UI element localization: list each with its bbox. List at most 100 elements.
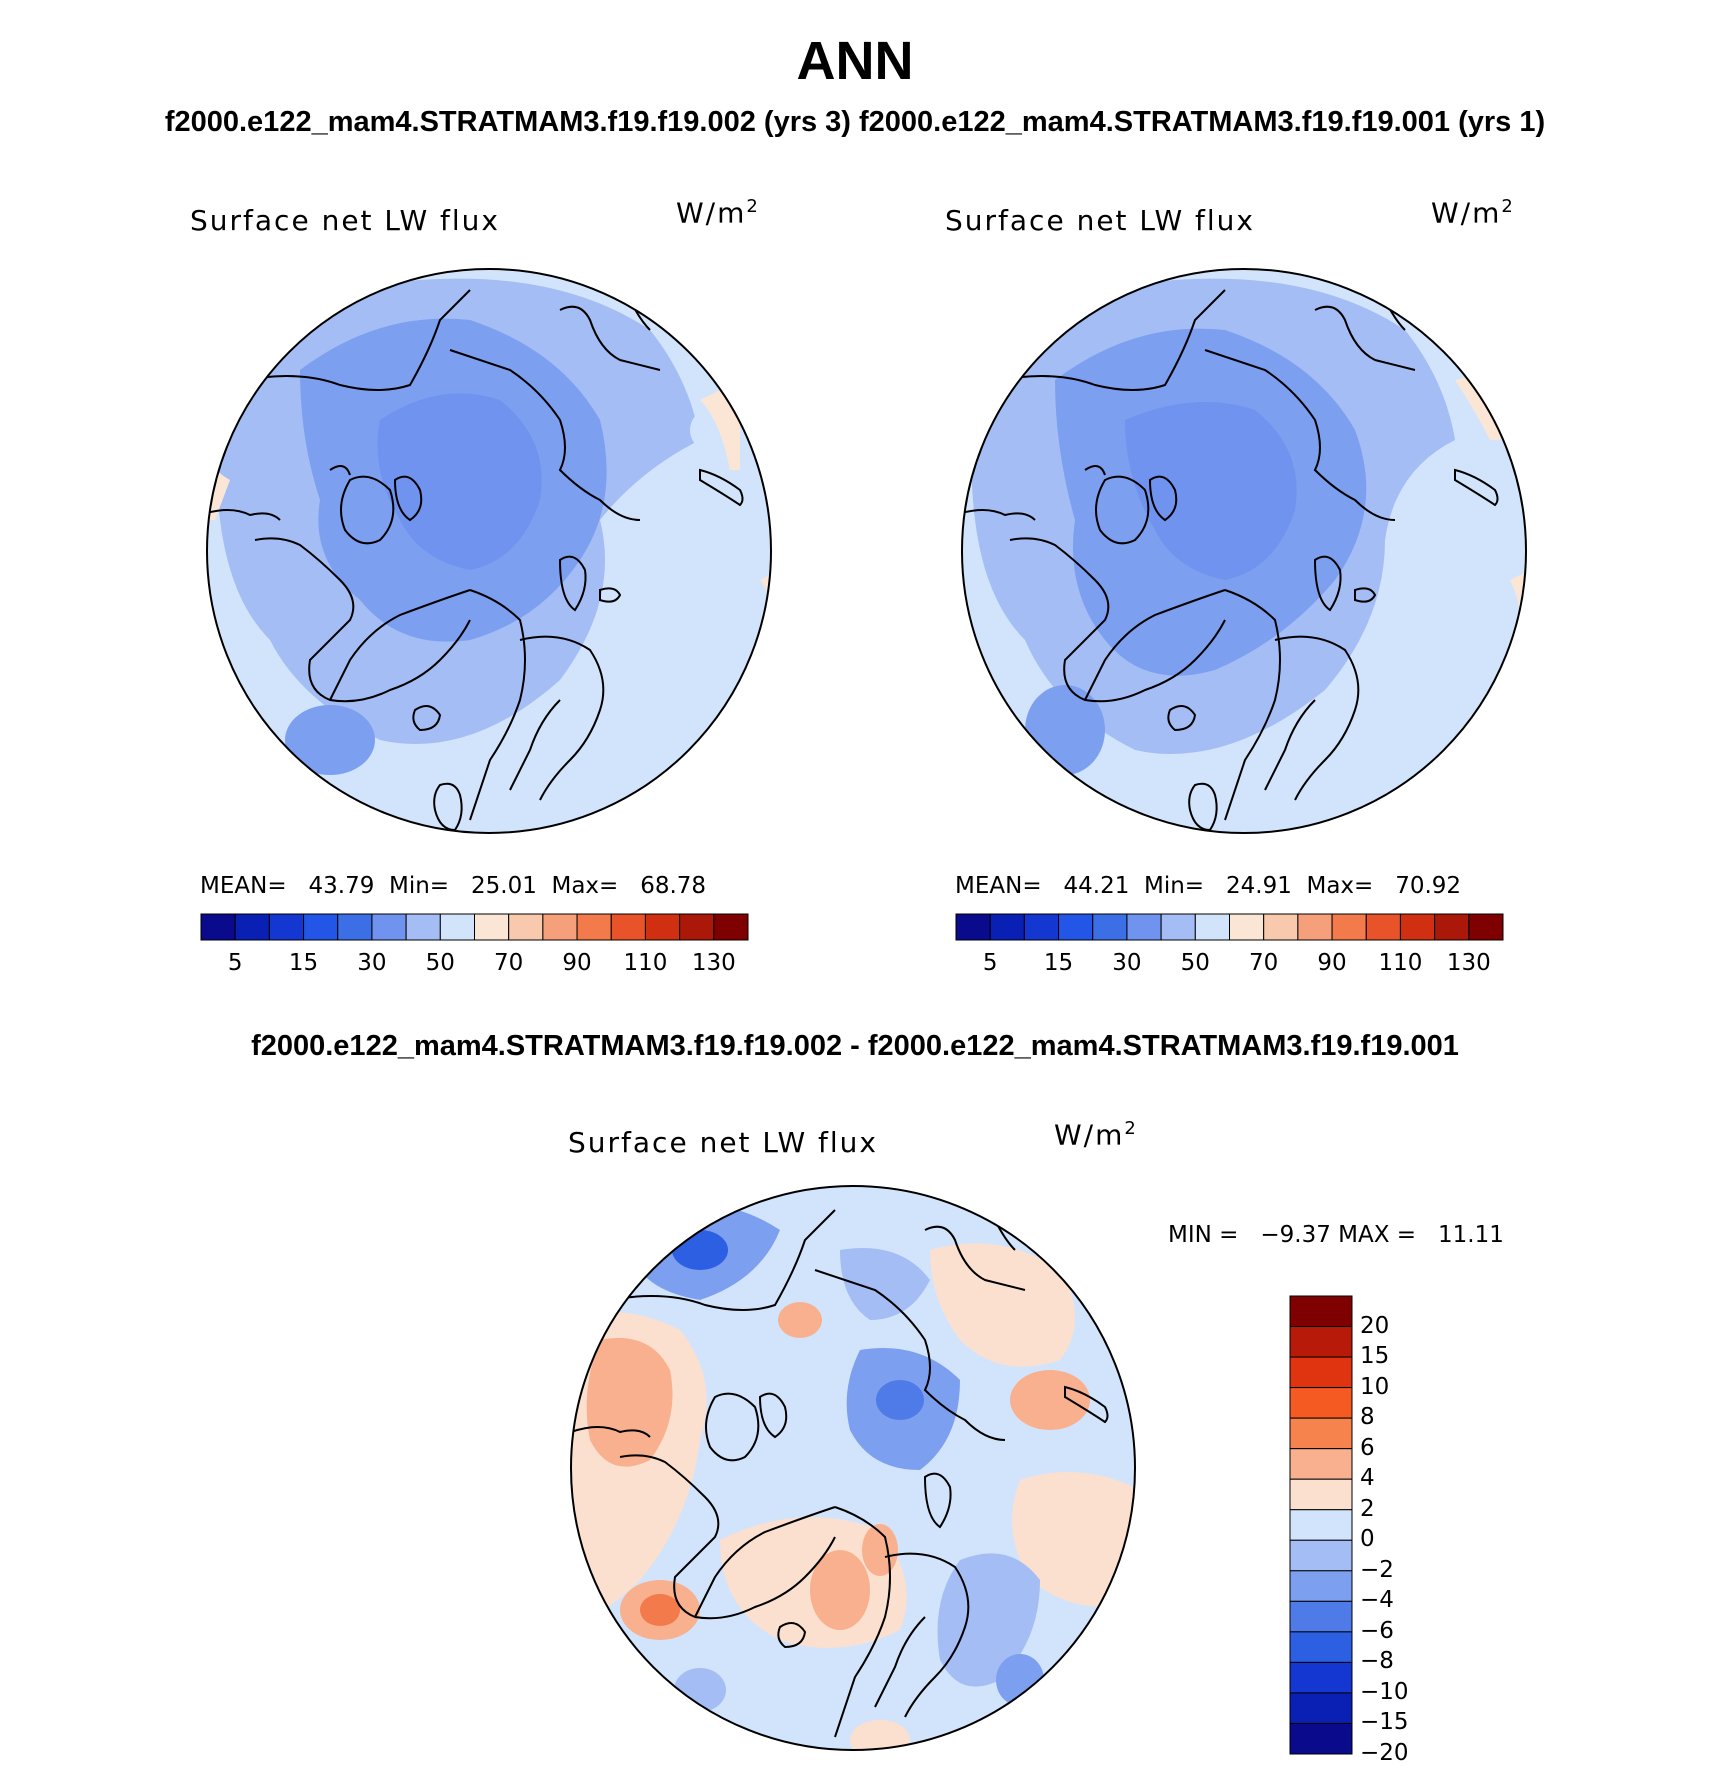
colorbar-tick-label: 130 [1446, 950, 1491, 976]
colorbar-tick-label: 4 [1360, 1465, 1375, 1492]
right-colorbar [955, 913, 1504, 941]
colorbar-swatch [713, 913, 749, 941]
colorbar-swatch [1365, 913, 1401, 941]
colorbar-swatch [1289, 1356, 1353, 1389]
colorbar-swatch [1399, 913, 1436, 941]
colorbar-swatch [1289, 1570, 1353, 1602]
colorbar-tick-label: −4 [1360, 1587, 1394, 1614]
colorbar-swatch [234, 913, 270, 941]
colorbar-swatch [1289, 1509, 1353, 1541]
colorbar-tick-label: 70 [1249, 950, 1279, 976]
right-core-field [1125, 402, 1297, 580]
colorbar-swatch [1297, 913, 1333, 941]
right-coastlines [962, 289, 1499, 832]
colorbar-swatch [337, 913, 373, 941]
colorbar-swatch [1289, 1631, 1353, 1663]
colorbar-swatch [1289, 1326, 1353, 1358]
colorbar-swatch [1160, 913, 1196, 941]
colorbar-swatch [1289, 1692, 1353, 1724]
colorbar-tick-label: 110 [623, 950, 668, 976]
colorbar-swatch [1289, 1722, 1353, 1755]
colorbar-swatch [955, 913, 991, 941]
diff-stats: MIN = −9.37 MAX = 11.11 [1168, 1222, 1504, 1248]
subtitle: f2000.e122_mam4.STRATMAM3.f19.f19.002 (y… [164, 106, 1546, 138]
colorbar-swatch [1289, 1417, 1353, 1450]
colorbar-swatch [576, 913, 612, 941]
colorbar-swatch [371, 913, 407, 941]
colorbar-swatch [1126, 913, 1162, 941]
colorbar-tick-label: 2 [1360, 1495, 1375, 1522]
colorbar-tick-label: −8 [1360, 1648, 1394, 1675]
colorbar-swatch [1434, 913, 1470, 941]
left-coastlines [207, 289, 744, 832]
colorbar-swatch [1023, 913, 1060, 941]
colorbar-tick-label: 0 [1360, 1526, 1375, 1553]
colorbar-swatch [1289, 1295, 1353, 1328]
colorbar-swatch [1194, 913, 1230, 941]
colorbar-swatch [1289, 1600, 1353, 1633]
colorbar-tick-label: 10 [1360, 1373, 1390, 1400]
colorbar-swatch [1289, 1539, 1353, 1572]
colorbar-swatch [644, 913, 681, 941]
colorbar-tick-label: 30 [357, 950, 387, 976]
diff-colorbar [1289, 1295, 1353, 1755]
right-units-label: W/m2 [1431, 196, 1515, 230]
colorbar-swatch [542, 913, 578, 941]
colorbar-swatch [268, 913, 305, 941]
colorbar-swatch [989, 913, 1025, 941]
diff-units-label: W/m2 [1054, 1118, 1138, 1152]
right-polar-map [961, 268, 1527, 834]
colorbar-swatch [1229, 913, 1265, 941]
colorbar-tick-label: 5 [227, 950, 243, 976]
left-colorbar [200, 913, 749, 941]
colorbar-swatch [1331, 913, 1367, 941]
colorbar-swatch [1263, 913, 1299, 941]
colorbar-tick-label: 15 [1043, 950, 1074, 976]
colorbar-tick-label: 90 [1317, 950, 1347, 976]
colorbar-swatch [1289, 1661, 1353, 1694]
right-stats: MEAN= 44.21 Min= 24.91 Max= 70.92 [955, 873, 1462, 899]
colorbar-tick-label: 110 [1378, 950, 1423, 976]
left-core-field [377, 393, 542, 570]
colorbar-swatch [610, 913, 646, 941]
colorbar-tick-label: −2 [1360, 1556, 1394, 1583]
colorbar-tick-label: −6 [1360, 1617, 1394, 1644]
main-title: ANN [796, 31, 914, 91]
colorbar-swatch [1092, 913, 1128, 941]
left-polar-map [206, 268, 772, 834]
colorbar-tick-label: 50 [1180, 950, 1210, 976]
left-map-border [206, 268, 772, 834]
colorbar-swatch [200, 913, 236, 941]
right-variable-label: Surface net LW flux [945, 204, 1255, 237]
diff-variable-label: Surface net LW flux [568, 1126, 878, 1159]
diff-polar-map [570, 1185, 1136, 1751]
colorbar-tick-label: 70 [494, 950, 524, 976]
left-variable-label: Surface net LW flux [190, 204, 500, 237]
diff-coastlines [571, 1209, 1109, 1738]
colorbar-swatch [439, 913, 475, 941]
colorbar-swatch [1058, 913, 1094, 941]
colorbar-tick-label: 8 [1360, 1404, 1375, 1431]
colorbar-swatch [1289, 1478, 1353, 1511]
colorbar-swatch [1289, 1448, 1353, 1480]
colorbar-swatch [405, 913, 441, 941]
colorbar-tick-label: 20 [1360, 1312, 1390, 1339]
colorbar-tick-label: 15 [1360, 1343, 1390, 1370]
colorbar-tick-label: 130 [691, 950, 736, 976]
diff-map-border [570, 1185, 1136, 1751]
colorbar-tick-label: 15 [288, 950, 319, 976]
colorbar-tick-label: −10 [1360, 1678, 1409, 1705]
colorbar-tick-label: 50 [425, 950, 455, 976]
colorbar-swatch [474, 913, 510, 941]
colorbar-tick-label: 6 [1360, 1434, 1375, 1461]
colorbar-swatch [1468, 913, 1504, 941]
colorbar-swatch [303, 913, 339, 941]
left-units-label: W/m2 [676, 196, 760, 230]
colorbar-tick-label: −20 [1360, 1740, 1409, 1766]
left-stats: MEAN= 43.79 Min= 25.01 Max= 68.78 [200, 873, 707, 899]
colorbar-tick-label: 90 [562, 950, 592, 976]
diff-title: f2000.e122_mam4.STRATMAM3.f19.f19.002 - … [251, 1030, 1459, 1062]
colorbar-tick-label: 30 [1112, 950, 1142, 976]
colorbar-tick-label: −15 [1360, 1709, 1409, 1736]
